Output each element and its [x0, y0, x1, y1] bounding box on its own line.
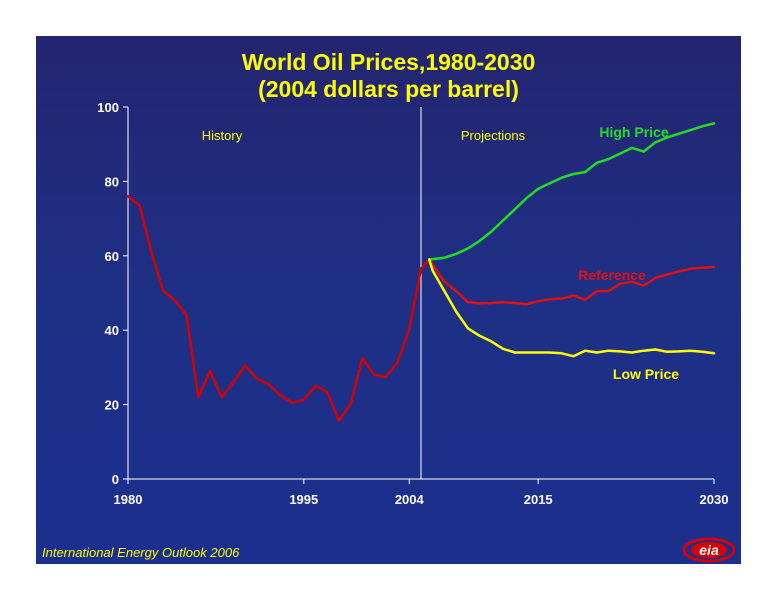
chart-subtitle: (2004 dollars per barrel): [258, 76, 519, 102]
x-tick-label: 1995: [289, 492, 318, 507]
region-labels: History Projections: [202, 128, 526, 143]
projections-label: Projections: [461, 128, 526, 143]
chart-axes: 0 20 40 60 80 100 1980 1995 2004 2015 2030: [97, 100, 728, 507]
y-tick-label: 20: [105, 398, 119, 413]
y-tick-label: 80: [105, 174, 119, 189]
y-tick-label: 100: [97, 100, 119, 115]
y-tick-label: 40: [105, 323, 119, 338]
line-chart: 0 20 40 60 80 100 1980 1995 2004 2015 2030 History…: [97, 100, 728, 507]
history-label: History: [202, 128, 243, 143]
series-label-low: Low Price: [613, 366, 679, 382]
source-footnote: International Energy Outlook 2006: [42, 545, 240, 560]
x-tick-label: 2030: [700, 492, 729, 507]
plot-series: [126, 122, 716, 422]
series-label-high: High Price: [599, 124, 668, 140]
x-tick-label: 2004: [395, 492, 425, 507]
series-line-history: [126, 195, 423, 422]
chart-title: World Oil Prices,1980-2030: [241, 49, 536, 75]
series-line-history_end: [419, 258, 431, 271]
slide-background: World Oil Prices,1980-2030 (2004 dollars…: [36, 36, 741, 564]
series-line-high: [427, 122, 716, 261]
series-label-reference: Reference: [578, 267, 646, 283]
eia-logo: eia: [682, 537, 736, 563]
svg-text:eia: eia: [699, 542, 719, 558]
x-tick-label: 2015: [524, 492, 553, 507]
series-labels: Reference High Price Low Price: [578, 124, 679, 382]
y-tick-label: 60: [105, 249, 119, 264]
x-tick-label: 1980: [114, 492, 143, 507]
y-tick-label: 0: [112, 472, 119, 487]
series-line-low: [427, 258, 716, 358]
series-line-reference: [427, 258, 716, 306]
